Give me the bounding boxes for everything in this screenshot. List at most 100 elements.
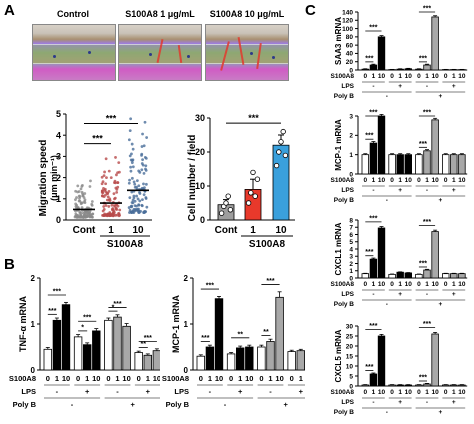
data-point	[135, 179, 139, 183]
treatment-cell: 0	[417, 177, 421, 184]
y-tick-label: 0	[31, 366, 36, 375]
bar	[134, 352, 143, 371]
data-point	[88, 185, 92, 188]
bar	[431, 16, 439, 71]
treatment-row-label: LPS	[341, 83, 354, 90]
y-tick-label: 2	[56, 173, 61, 183]
significance-label: ***	[369, 110, 377, 117]
y-tick-label: 3	[56, 152, 61, 162]
data-point	[118, 208, 122, 212]
treatment-cell: 1	[372, 389, 376, 396]
bar	[404, 384, 412, 387]
bar	[369, 258, 378, 279]
significance-label: ***	[83, 315, 91, 322]
significance-label: ***	[419, 260, 427, 267]
x-category-label: 10	[275, 225, 287, 236]
y-tick-label: 0	[349, 383, 353, 390]
bar	[431, 119, 439, 175]
treatment-cell: 0	[444, 281, 448, 288]
treatment-row-label: S100A8	[9, 374, 36, 383]
treatment-cell: -	[372, 83, 374, 90]
y-tick-label: 10	[195, 181, 205, 191]
significance-label: ***	[106, 114, 117, 124]
data-point	[144, 168, 148, 172]
data-point	[103, 170, 106, 174]
treatment-cell: -	[116, 387, 119, 396]
x-category-label: 1	[250, 225, 256, 236]
y-tick-label: 15	[346, 353, 354, 360]
data-point	[138, 191, 141, 194]
significance-label: ***	[423, 6, 431, 13]
data-point	[135, 204, 138, 208]
significance-label: ***	[266, 278, 274, 285]
bar	[43, 348, 52, 371]
bar	[113, 316, 122, 371]
data-point	[78, 196, 81, 200]
y-axis-label: Cell number / field	[187, 135, 198, 222]
treatment-row-label: LPS	[341, 187, 354, 194]
data-point	[78, 199, 82, 203]
treatment-cell: +	[452, 83, 456, 90]
treatment-row-label: Poly B	[13, 400, 37, 409]
bar	[236, 347, 245, 371]
bar	[377, 335, 386, 387]
y-tick-label: 25	[346, 333, 354, 340]
data-point	[131, 158, 135, 162]
y-tick-label: 10	[346, 363, 354, 370]
y-axis-label: CXCL5 mRNA	[334, 329, 343, 382]
treatment-cell: 1	[452, 73, 456, 80]
bar	[245, 346, 254, 371]
data-point	[141, 163, 145, 167]
treatment-cell: 0	[363, 73, 367, 80]
y-tick-label: 5	[349, 239, 353, 246]
treatment-cell: 10	[405, 281, 413, 288]
treatment-cell: 10	[431, 281, 439, 288]
significance-label: ***	[365, 364, 373, 371]
significance-label: ***	[144, 335, 152, 342]
x-group-label: S100A8	[107, 239, 144, 250]
significance-label: ***	[369, 24, 377, 31]
treatment-row-label: S100A8	[331, 281, 355, 288]
y-tick-label: 1	[349, 152, 353, 159]
treatment-cell: +	[452, 291, 456, 298]
y-tick-label: 4	[56, 130, 61, 140]
treatment-cell: 0	[444, 389, 448, 396]
treatment-cell: +	[439, 409, 443, 416]
x-group-label: S100A8	[249, 239, 286, 250]
data-point	[138, 199, 142, 203]
treatment-cell: 0	[259, 374, 263, 383]
treatment-cell: 1	[425, 177, 429, 184]
treatment-cell: 0	[137, 374, 141, 383]
treatment-cell: 10	[275, 374, 283, 383]
y-tick-label: 40	[346, 51, 354, 58]
y-tick-label: 20	[195, 147, 205, 157]
treatment-cell: 0	[417, 389, 421, 396]
treatment-cell: 1	[452, 281, 456, 288]
treatment-cell: -	[386, 409, 388, 416]
data-point	[128, 129, 132, 133]
bar	[404, 272, 412, 279]
significance-label: *	[81, 324, 84, 331]
treatment-row-label: LPS	[341, 399, 354, 406]
treatment-cell: -	[386, 93, 388, 100]
y-tick-label: 1	[56, 194, 61, 204]
treatment-cell: 0	[290, 374, 294, 383]
significance-label: ***	[48, 308, 56, 315]
treatment-cell: 10	[215, 374, 223, 383]
bar	[415, 384, 423, 387]
significance-label: ***	[419, 375, 427, 382]
bar	[423, 383, 431, 387]
micrograph-label-1ug: S100A8 1 μg/mL	[125, 9, 195, 19]
y-tick-label: 1	[349, 268, 353, 275]
treatment-cell: 1	[55, 374, 59, 383]
data-point	[127, 138, 131, 142]
bar	[450, 154, 458, 175]
treatment-cell: 10	[458, 389, 466, 396]
data-point	[75, 203, 79, 207]
data-point	[128, 208, 132, 212]
bar	[415, 68, 423, 71]
y-tick-label: 2	[31, 274, 36, 283]
